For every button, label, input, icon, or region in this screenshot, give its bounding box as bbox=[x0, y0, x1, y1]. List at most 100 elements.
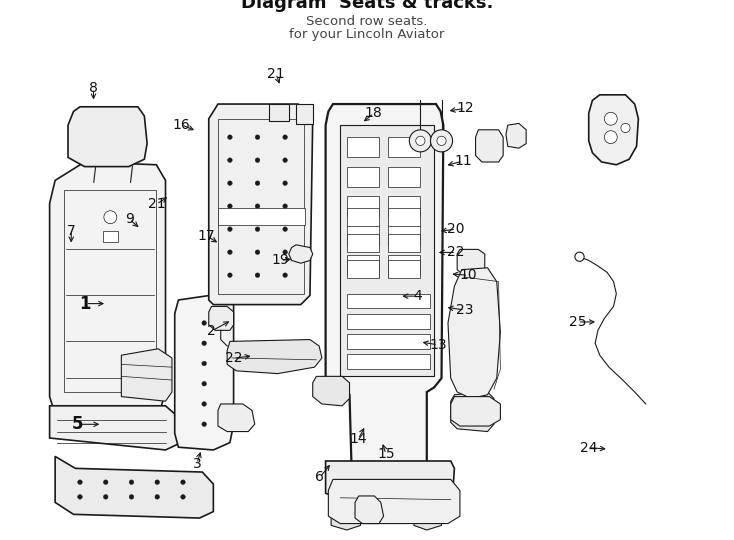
Text: 24: 24 bbox=[580, 441, 597, 455]
Bar bbox=[388, 260, 421, 278]
Bar bbox=[388, 208, 421, 226]
Bar bbox=[388, 196, 421, 217]
Bar bbox=[346, 294, 429, 308]
Polygon shape bbox=[476, 130, 504, 162]
Circle shape bbox=[255, 135, 260, 139]
Polygon shape bbox=[326, 461, 454, 505]
Polygon shape bbox=[50, 162, 166, 434]
Circle shape bbox=[129, 495, 134, 499]
Bar bbox=[218, 208, 305, 225]
Bar bbox=[388, 167, 421, 187]
Bar bbox=[388, 137, 421, 157]
Polygon shape bbox=[208, 306, 233, 330]
Text: 20: 20 bbox=[448, 222, 465, 236]
Circle shape bbox=[283, 250, 288, 254]
Text: 17: 17 bbox=[197, 228, 215, 242]
Text: 14: 14 bbox=[349, 432, 367, 446]
Text: 12: 12 bbox=[456, 102, 473, 116]
Bar bbox=[346, 234, 379, 252]
Text: for your Lincoln Aviator: for your Lincoln Aviator bbox=[289, 28, 445, 40]
Circle shape bbox=[604, 131, 617, 144]
Bar bbox=[296, 104, 313, 124]
Polygon shape bbox=[328, 480, 460, 524]
Polygon shape bbox=[121, 349, 172, 401]
Bar bbox=[346, 255, 379, 275]
Circle shape bbox=[604, 112, 617, 125]
Circle shape bbox=[410, 130, 432, 152]
Text: 11: 11 bbox=[454, 154, 472, 168]
Circle shape bbox=[228, 204, 232, 208]
Bar bbox=[103, 231, 117, 242]
Circle shape bbox=[228, 227, 232, 232]
Circle shape bbox=[202, 341, 206, 346]
Bar bbox=[346, 226, 379, 246]
Text: Second row seats.: Second row seats. bbox=[306, 15, 428, 28]
Circle shape bbox=[283, 158, 288, 163]
Circle shape bbox=[202, 321, 206, 325]
Polygon shape bbox=[454, 364, 475, 378]
Text: 19: 19 bbox=[272, 253, 289, 267]
Polygon shape bbox=[448, 268, 501, 399]
Circle shape bbox=[437, 136, 446, 145]
Circle shape bbox=[430, 130, 453, 152]
Circle shape bbox=[103, 480, 108, 484]
Circle shape bbox=[155, 495, 159, 499]
Bar bbox=[346, 314, 429, 328]
Circle shape bbox=[283, 181, 288, 185]
Circle shape bbox=[255, 204, 260, 208]
Text: 13: 13 bbox=[429, 338, 447, 352]
Circle shape bbox=[255, 227, 260, 232]
Polygon shape bbox=[451, 396, 501, 426]
Polygon shape bbox=[68, 107, 147, 167]
Text: 1: 1 bbox=[80, 295, 91, 313]
Circle shape bbox=[283, 273, 288, 278]
Circle shape bbox=[457, 319, 486, 349]
Bar bbox=[346, 137, 379, 157]
Text: 4: 4 bbox=[413, 289, 422, 303]
Circle shape bbox=[202, 381, 206, 386]
Text: Diagram  Seats & tracks.: Diagram Seats & tracks. bbox=[241, 0, 493, 12]
Bar bbox=[388, 255, 421, 275]
Text: 5: 5 bbox=[72, 415, 84, 433]
Circle shape bbox=[202, 402, 206, 406]
Circle shape bbox=[129, 480, 134, 484]
Text: 8: 8 bbox=[89, 82, 98, 96]
Bar bbox=[346, 196, 379, 217]
Text: 16: 16 bbox=[172, 118, 190, 132]
Circle shape bbox=[621, 123, 630, 132]
Polygon shape bbox=[288, 245, 313, 263]
Polygon shape bbox=[208, 104, 313, 305]
Circle shape bbox=[228, 250, 232, 254]
Polygon shape bbox=[55, 456, 214, 518]
Circle shape bbox=[255, 181, 260, 185]
Circle shape bbox=[202, 422, 206, 427]
Text: 3: 3 bbox=[192, 456, 201, 470]
Polygon shape bbox=[457, 249, 484, 275]
Circle shape bbox=[104, 211, 117, 224]
Bar bbox=[269, 104, 288, 120]
Bar bbox=[388, 234, 421, 252]
Circle shape bbox=[228, 273, 232, 278]
Circle shape bbox=[228, 135, 232, 139]
Polygon shape bbox=[506, 123, 526, 148]
Text: 7: 7 bbox=[67, 224, 76, 238]
Bar bbox=[346, 167, 379, 187]
Circle shape bbox=[255, 250, 260, 254]
Circle shape bbox=[202, 361, 206, 366]
Bar bbox=[346, 354, 429, 369]
Bar bbox=[346, 334, 429, 349]
Polygon shape bbox=[355, 496, 384, 524]
Bar bbox=[388, 226, 421, 246]
Circle shape bbox=[181, 495, 185, 499]
Circle shape bbox=[575, 252, 584, 261]
Polygon shape bbox=[218, 404, 255, 431]
Polygon shape bbox=[175, 294, 233, 450]
Polygon shape bbox=[313, 376, 349, 406]
Bar bbox=[346, 208, 379, 226]
Circle shape bbox=[415, 136, 425, 145]
Circle shape bbox=[255, 158, 260, 163]
Circle shape bbox=[181, 480, 185, 484]
Polygon shape bbox=[50, 406, 181, 450]
Circle shape bbox=[465, 328, 477, 341]
Text: 21: 21 bbox=[148, 197, 165, 211]
